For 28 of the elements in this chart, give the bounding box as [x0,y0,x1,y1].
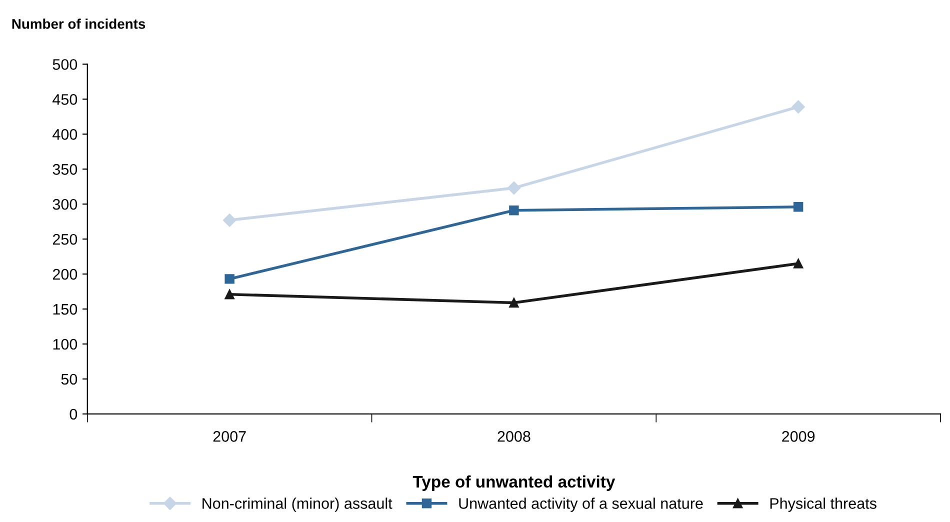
point [792,100,805,114]
y-tick-label: 100 [53,338,78,350]
y-tick-label: 200 [52,268,78,280]
legend-label: Unwanted activity of a sexual nature [459,498,703,512]
legend-label: Physical threats [770,498,876,512]
legend-label: Non-criminal (minor) assault [202,498,392,512]
point [509,298,519,308]
point [793,258,804,268]
x-tick-label: 2009 [782,431,815,442]
y-axis-title: Number of incidents [12,18,146,29]
point [224,274,234,284]
point [509,206,519,216]
y-tick-label: 350 [52,164,78,175]
y-tick-label: 300 [52,198,78,210]
point [507,181,521,195]
x-tick-label: 2008 [498,431,530,442]
point [222,214,236,227]
y-tick-label: 450 [52,94,78,105]
y-tick-label: 150 [53,304,78,315]
y-tick-label: 0 [70,408,78,420]
y-tick-label: 50 [61,374,78,385]
point [793,202,804,212]
point [224,289,234,300]
x-axis-title: Type of unwanted activity [412,475,616,491]
y-tick-label: 250 [52,234,78,245]
y-tick-label: 400 [52,129,78,140]
y-tick-label: 500 [52,59,78,70]
x-tick-label: 2007 [213,431,246,442]
